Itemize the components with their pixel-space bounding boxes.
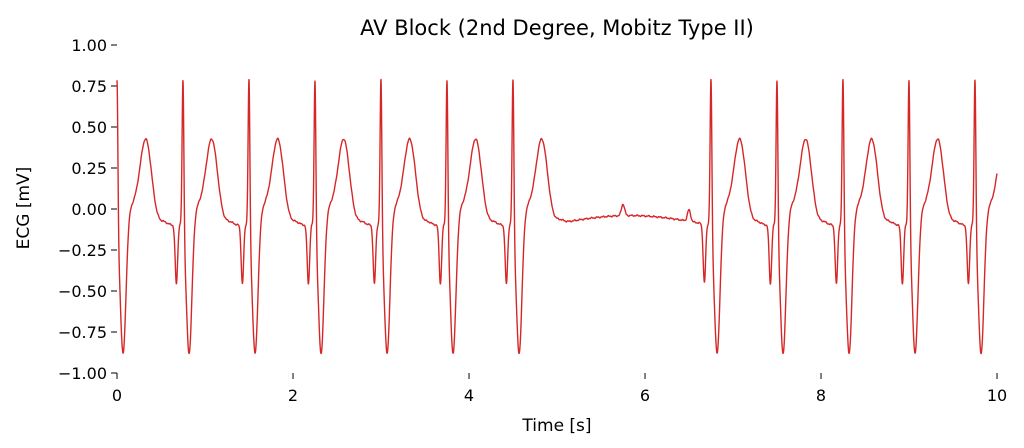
x-tick-label: 4	[464, 386, 474, 405]
x-axis-label: Time [s]	[521, 416, 591, 436]
y-tick-label: 0.50	[71, 118, 107, 137]
y-tick-label: 0.25	[71, 159, 107, 178]
x-tick-label: 6	[640, 386, 650, 405]
y-tick-label: −0.75	[58, 323, 107, 342]
y-tick-label: 1.00	[71, 36, 107, 55]
series-line-ecg	[116, 78, 998, 355]
y-tick-label: −0.25	[58, 241, 107, 260]
x-tick-label: 10	[987, 386, 1007, 405]
y-axis: 1.00 0.75 0.50 0.25 0.00 −0.25 −0.50 −0.75 −1.00	[58, 36, 117, 383]
x-tick-label: 8	[816, 386, 826, 405]
y-tick-label: −0.50	[58, 282, 107, 301]
y-tick-label: 0.75	[71, 77, 107, 96]
x-axis: 0 2 4 6 8 10	[112, 373, 1007, 405]
y-tick-label: −1.00	[58, 364, 107, 383]
x-tick-label: 0	[112, 386, 122, 405]
y-axis-label: ECG [mV]	[14, 167, 34, 250]
y-tick-label: 0.00	[71, 200, 107, 219]
x-tick-label: 2	[288, 386, 298, 405]
chart-title: AV Block (2nd Degree, Mobitz Type II)	[360, 16, 754, 40]
